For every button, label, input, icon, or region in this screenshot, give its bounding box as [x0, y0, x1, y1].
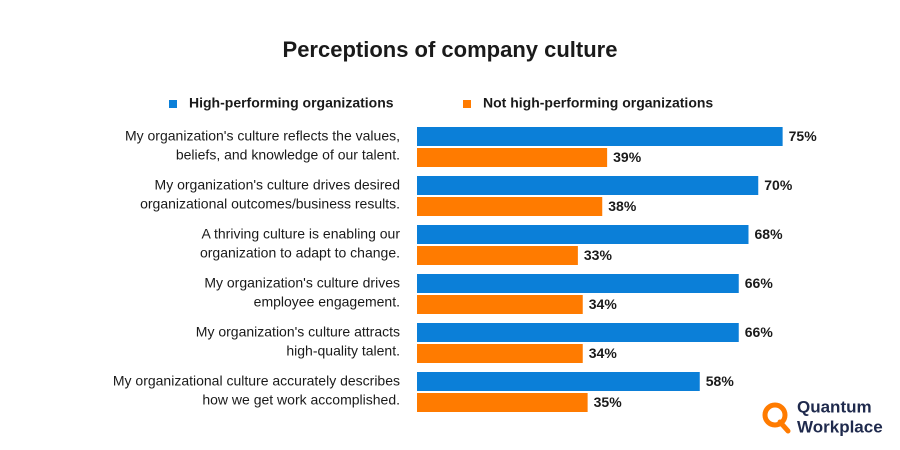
logo: Quantum Workplace [762, 397, 883, 436]
bar [417, 246, 578, 265]
bar [417, 148, 608, 167]
bar [417, 323, 739, 342]
value-label: 68% [755, 226, 784, 242]
category-label: My organizational culture accurately des… [113, 373, 400, 389]
value-label: 75% [789, 128, 818, 144]
category-label: employee engagement. [254, 294, 400, 310]
value-label: 66% [745, 275, 774, 291]
category-label: My organization's culture reflects the v… [125, 128, 400, 144]
value-label: 39% [613, 149, 642, 165]
value-label: 34% [589, 345, 618, 361]
legend-swatch [463, 100, 471, 108]
legend-label: High-performing organizations [189, 95, 394, 111]
bar [417, 344, 583, 363]
value-label: 58% [706, 373, 735, 389]
value-label: 33% [584, 247, 613, 263]
chart-title: Perceptions of company culture [283, 37, 618, 62]
legend-label: Not high-performing organizations [483, 95, 713, 111]
legend-swatch [169, 100, 177, 108]
category-label: how we get work accomplished. [202, 392, 400, 408]
bar [417, 372, 700, 391]
bar [417, 225, 749, 244]
value-label: 38% [608, 198, 637, 214]
bar [417, 197, 603, 216]
value-label: 70% [764, 177, 793, 193]
value-label: 66% [745, 324, 774, 340]
bar [417, 393, 588, 412]
logo-icon [777, 419, 791, 434]
category-label: high-quality talent. [286, 343, 400, 359]
logo-icon [762, 402, 788, 428]
category-label: organizational outcomes/business results… [140, 196, 400, 212]
category-label: My organization's culture drives [204, 275, 400, 291]
category-label: My organization's culture attracts [196, 324, 400, 340]
logo-text: Quantum [797, 397, 872, 416]
value-label: 35% [594, 394, 623, 410]
category-label: A thriving culture is enabling our [202, 226, 401, 242]
value-label: 34% [589, 296, 618, 312]
bar [417, 274, 739, 293]
logo-text: Workplace [797, 417, 883, 436]
bar [417, 295, 583, 314]
category-label: organization to adapt to change. [200, 245, 400, 261]
category-label: beliefs, and knowledge of our talent. [176, 147, 400, 163]
category-label: My organization's culture drives desired [155, 177, 400, 193]
bar [417, 176, 759, 195]
bar [417, 127, 783, 146]
